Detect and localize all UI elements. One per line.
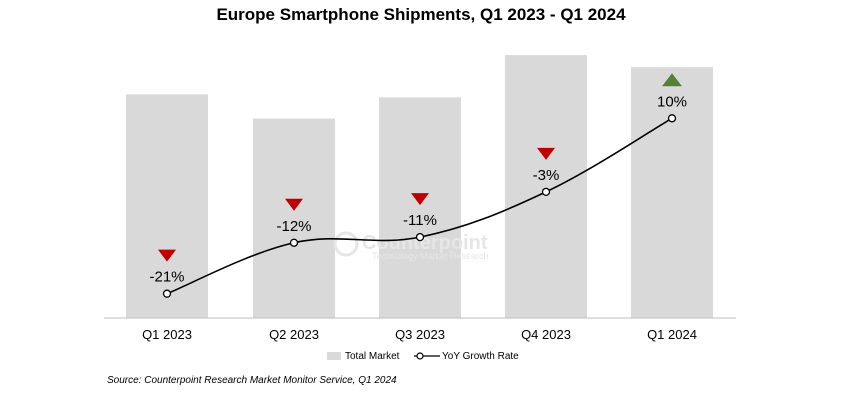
watermark-name: Counterpoint [362,232,488,254]
growth-label-q3-2023: -11% [403,212,437,229]
down-arrow-icon-q2-2023 [285,198,303,211]
watermark-logo-icon [333,231,359,257]
growth-point-q1-2024 [667,114,677,123]
legend-swatch-growth-marker [416,352,424,360]
legend-label-total-market: Total Market [345,351,400,362]
up-arrow-icon-q1-2024 [662,73,682,87]
down-arrow-icon-q4-2023 [537,147,555,160]
growth-label-q1-2023: -21% [149,269,184,286]
x-tick-labels: Q1 2023 Q2 2023 Q3 2023 Q4 2023 Q1 2024 [142,327,697,342]
growth-point-q3-2023 [415,232,425,242]
growth-line-group: -21% -12% -11% -3% 10% [149,73,687,298]
growth-point-q2-2023 [289,238,299,247]
x-tick-q4-2023: Q4 2023 [521,327,571,342]
growth-point-q4-2023 [541,187,551,196]
x-tick-q1-2023: Q1 2023 [142,327,192,342]
bar-q3-2023 [379,97,461,318]
growth-label-q1-2024: 10% [657,93,687,110]
down-arrow-icon-q3-2023 [411,193,429,206]
x-tick-q3-2023: Q3 2023 [395,327,445,342]
bar-q2-2023 [253,118,335,319]
legend-swatch-total-market [327,352,341,360]
watermark: Counterpoint Technology Market Research [333,231,489,261]
chart-title: Europe Smartphone Shipments, Q1 2023 - Q… [216,5,626,24]
down-arrow-icon-q1-2023 [158,249,176,262]
legend: Total Market YoY Growth Rate [327,351,519,362]
bars-group [126,55,713,319]
growth-point-q1-2023 [162,289,172,298]
source-note: Source: Counterpoint Research Market Mon… [107,375,397,386]
bar-q1-2024 [631,67,713,319]
x-tick-q2-2023: Q2 2023 [269,327,319,342]
growth-label-q4-2023: -3% [533,167,560,184]
watermark-tagline: Technology Market Research [372,251,489,261]
bar-q4-2023 [505,55,587,319]
x-tick-q1-2024: Q1 2024 [647,327,697,342]
growth-label-q2-2023: -12% [276,218,311,235]
legend-label-growth-rate: YoY Growth Rate [442,351,519,362]
